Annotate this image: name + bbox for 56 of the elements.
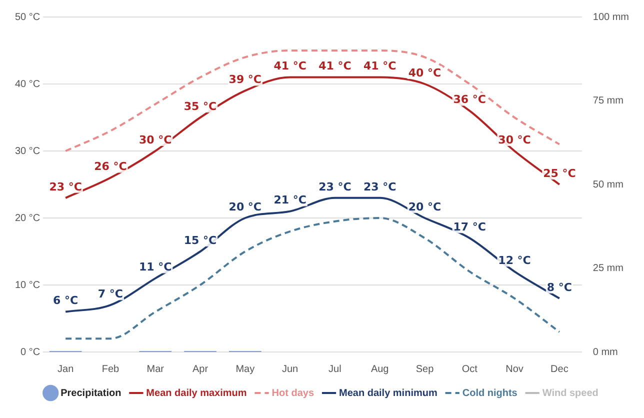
line-series <box>64 50 560 152</box>
line-series <box>64 196 560 313</box>
data-label: 39 °C <box>228 73 262 86</box>
y2-tick-label: 0 mm <box>592 346 618 358</box>
data-label: 20 °C <box>228 200 262 214</box>
x-tick-label: Apr <box>192 364 209 375</box>
y2-tick-label: 100 mm <box>592 12 629 23</box>
data-label: 8 °C <box>546 280 572 294</box>
x-tick-label: Feb <box>102 364 120 375</box>
data-label: 23 °C <box>49 180 82 194</box>
y2-tick-label: 75 mm <box>592 96 624 106</box>
data-label: 7 °C <box>98 287 123 300</box>
data-label: 40 °C <box>408 66 442 80</box>
data-label: 36 °C <box>453 93 486 106</box>
data-label: 17 °C <box>453 220 486 234</box>
y-tick-label: 20 °C <box>14 212 40 224</box>
x-tick-label: Oct <box>462 364 478 375</box>
data-label: 25 °C <box>543 166 576 180</box>
x-tick-label: Dec <box>550 364 568 375</box>
legend-label: Hot days <box>272 388 314 399</box>
data-label: 15 °C <box>184 234 217 247</box>
data-label: 41 °C <box>363 60 396 73</box>
data-label: 21 °C <box>274 194 306 207</box>
line-series <box>64 217 560 340</box>
y-tick-label: 10 °C <box>14 280 40 291</box>
legend-label: Cold nights <box>462 388 518 399</box>
x-tick-label: Jan <box>58 364 74 375</box>
y-tick-label: 30 °C <box>14 146 40 157</box>
x-tick-label: Jul <box>328 364 342 375</box>
data-label: 23 °C <box>318 180 352 194</box>
data-label: 41 °C <box>274 60 306 73</box>
legend-label: Wind speed <box>542 388 598 399</box>
data-label: 30 °C <box>498 133 531 146</box>
data-label: 6 °C <box>53 294 78 308</box>
data-label: 12 °C <box>498 254 531 267</box>
x-tick-label: Jun <box>282 364 298 375</box>
x-tick-label: Mar <box>146 364 165 375</box>
x-tick-label: May <box>236 364 255 375</box>
x-tick-label: Nov <box>506 364 524 375</box>
y-tick-label: 0 °C <box>20 346 40 358</box>
legend-label: Precipitation <box>60 388 122 399</box>
x-tick-label: Sep <box>416 364 434 375</box>
y2-tick-label: 50 mm <box>592 179 624 190</box>
data-label: 30 °C <box>139 133 172 146</box>
data-label: 26 °C <box>94 160 127 174</box>
data-label: 41 °C <box>318 60 352 73</box>
legend-label: Mean daily maximum <box>146 388 247 399</box>
x-tick-label: Aug <box>370 364 389 375</box>
y-tick-label: 40 °C <box>14 78 40 90</box>
data-label: 23 °C <box>363 180 396 194</box>
data-label: 20 °C <box>408 200 442 214</box>
legend-label: Mean daily minimum <box>339 388 438 399</box>
data-label: 11 °C <box>139 260 172 274</box>
y2-tick-label: 25 mm <box>592 263 624 274</box>
y-tick-label: 50 °C <box>14 12 40 23</box>
data-label: 35 °C <box>184 100 217 113</box>
